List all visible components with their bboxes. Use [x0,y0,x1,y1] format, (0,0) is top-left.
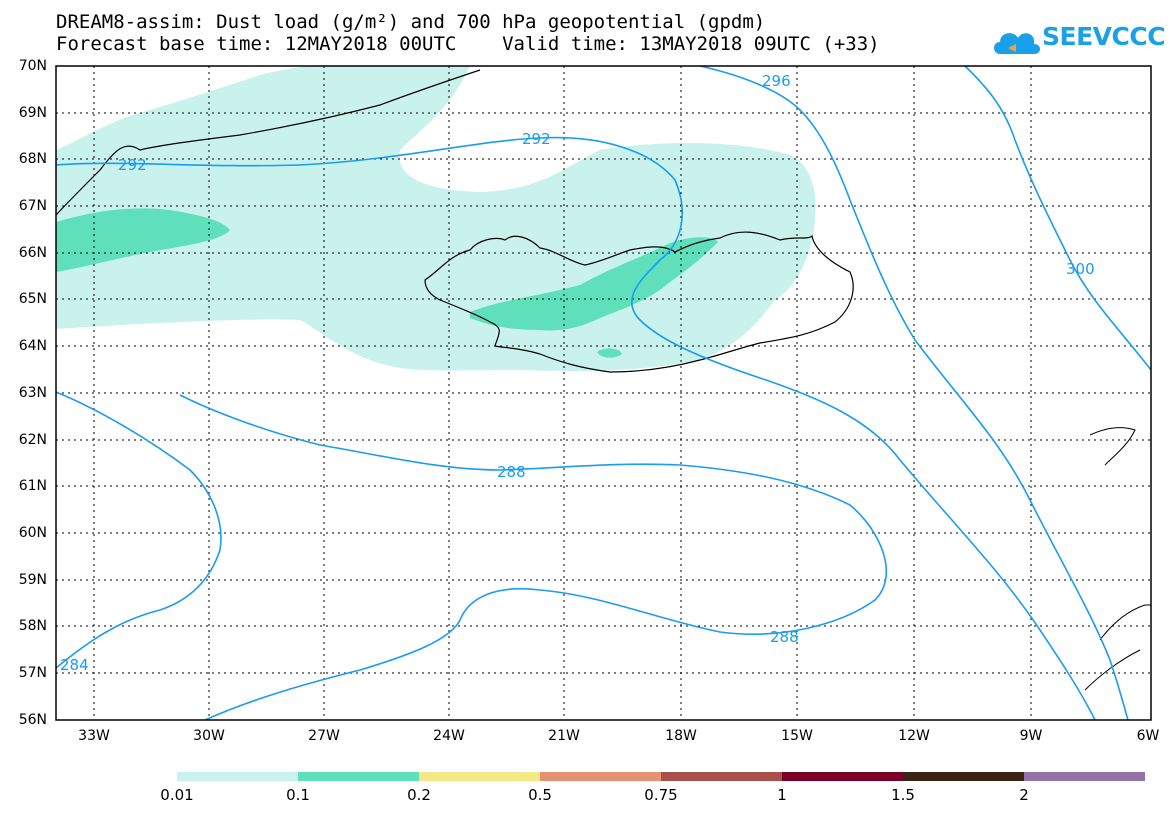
dust-region-mid-west [56,208,230,272]
contour-label: 292 [118,156,147,174]
contour-296 [699,66,1129,720]
cloud-icon [994,33,1040,54]
contour-300 [964,66,1151,371]
dust-region-mid-iceland [470,237,718,331]
lon-label: 24W [433,728,465,744]
lon-label: 21W [548,728,580,744]
colorbar-segment [177,772,298,781]
contour-292 [56,136,1096,720]
lat-label: 65N [18,291,47,307]
lat-label: 57N [18,665,47,681]
lon-label: 6W [1136,728,1160,744]
contour-288 [56,391,222,669]
contour-label: 288 [497,463,526,481]
colorbar-label: 0.5 [528,786,552,804]
map-subtitle: Forecast base time: 12MAY2018 00UTC Vali… [56,33,880,55]
lon-label: 27W [308,728,340,744]
dust-region-mid-small [597,348,622,358]
scotland-coastline [1084,604,1151,691]
map-title: DREAM8-assim: Dust load (g/m²) and 700 h… [56,11,766,33]
contour-label: 288 [770,628,799,646]
lon-label: 18W [665,728,697,744]
lon-label: 12W [898,728,930,744]
lat-label: 62N [18,432,47,448]
lon-label: 15W [781,728,813,744]
lat-label: 60N [18,525,47,541]
colorbar-label: 0.2 [407,786,431,804]
contour-288b [179,394,888,720]
lat-label: 69N [18,105,47,121]
lat-label: 61N [18,478,47,494]
colorbar-label: 1 [777,786,787,804]
lat-label: 70N [18,58,47,74]
colorbar-label: 0.75 [644,786,678,804]
colorbar-label: 0.01 [160,786,194,804]
colorbar-label: 0.1 [286,786,310,804]
geopotential-contours [56,66,1151,720]
colorbar-label: 1.5 [891,786,915,804]
colorbar-segment [540,772,661,781]
lon-label: 30W [193,728,225,744]
lat-label: 59N [18,572,47,588]
lat-label: 67N [18,198,47,214]
graticule [56,66,1151,720]
contour-label: 284 [60,656,89,674]
contour-label: 300 [1066,260,1095,278]
colorbar-segment [903,772,1024,781]
lon-label: 33W [78,728,110,744]
logo-text: SEEVCCC [1042,22,1166,51]
colorbar-segment [1024,772,1145,781]
iceland-coastline [424,231,854,373]
lon-label: 9W [1019,728,1043,744]
contour-label: 296 [762,72,791,90]
greenland-coastline [56,69,481,216]
lat-label: 68N [18,151,47,167]
faroe-coastline [1089,427,1136,466]
colorbar-segment [298,772,419,781]
map-frame [55,65,1152,721]
lat-label: 66N [18,245,47,261]
colorbar-segment [419,772,540,781]
colorbar-label: 2 [1019,786,1029,804]
contour-label: 292 [522,130,551,148]
colorbar-segment [782,772,903,781]
colorbar-segment [661,772,782,781]
lat-label: 58N [18,618,47,634]
lat-label: 56N [18,712,47,728]
lat-label: 64N [18,338,47,354]
lat-label: 63N [18,385,47,401]
